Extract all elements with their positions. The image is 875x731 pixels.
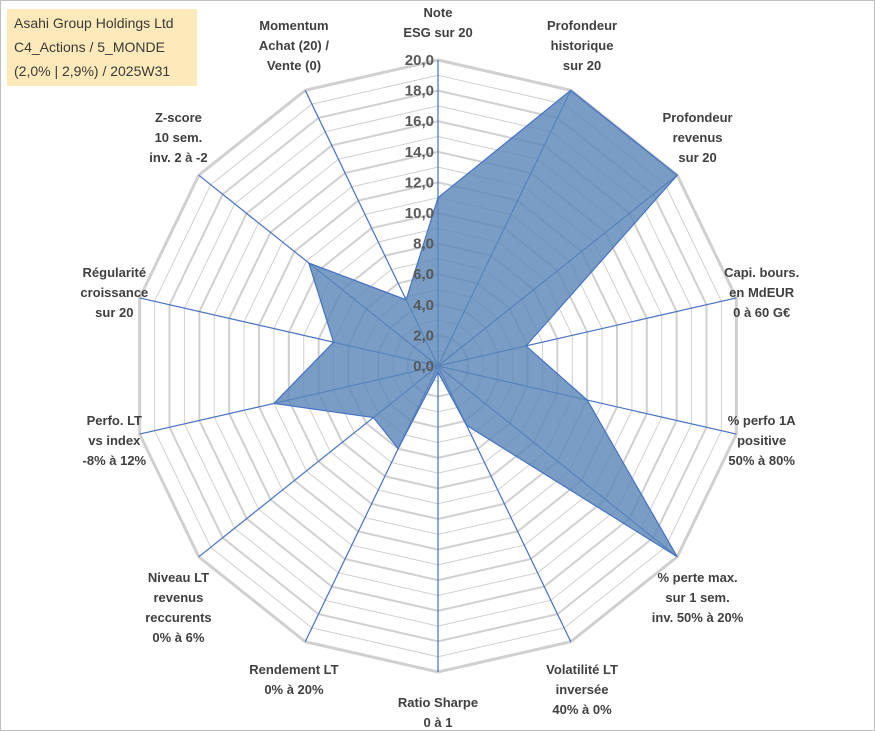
info-company-name: Asahi Group Holdings Ltd (14, 15, 174, 31)
radar-axis-labels: Note ESG sur 20 Profondeur historique sur 20… (80, 5, 799, 730)
axis-label: % perte max. sur 1 sem. inv. 50% à 20% (652, 570, 744, 625)
radar-series (272, 89, 679, 558)
tick-label: 14,0 (405, 144, 434, 161)
tick-label: 8,0 (413, 236, 434, 253)
chart-info-box: Asahi Group Holdings Ltd C4_Actions / 5_… (7, 9, 197, 86)
tick-label: 20,0 (405, 52, 434, 69)
tick-label: 0,0 (413, 358, 434, 375)
tick-label: 4,0 (413, 297, 434, 314)
info-category: C4_Actions / 5_MONDE (14, 39, 165, 55)
axis-label: Profondeur revenus sur 20 (663, 110, 733, 165)
axis-label: Rendement LT 0% à 20% (249, 662, 338, 697)
axis-label: % perfo 1A positive 50% à 80% (728, 413, 797, 468)
tick-label: 10,0 (405, 205, 434, 222)
tick-label: 6,0 (413, 266, 434, 283)
tick-label: 2,0 (413, 327, 434, 344)
axis-label: Volatilité LT inversée 40% à 0% (546, 662, 618, 717)
tick-label: 16,0 (405, 113, 434, 130)
axis-label: Régularité croissance sur 20 (80, 265, 148, 320)
axis-label: Profondeur historique sur 20 (547, 18, 617, 73)
axis-label: Ratio Sharpe 0 à 1 (398, 695, 478, 730)
tick-label: 18,0 (405, 83, 434, 100)
tick-label: 12,0 (405, 174, 434, 191)
radar-series-area (272, 89, 679, 558)
axis-label: Perfo. LT vs index -8% à 12% (83, 413, 147, 468)
axis-label: Z-score 10 sem. inv. 2 à -2 (149, 110, 207, 165)
info-period: (2,0% | 2,9%) / 2025W31 (14, 63, 171, 79)
axis-label: Capi. bours. en MdEUR 0 à 60 G€ (724, 265, 799, 320)
axis-label: Momentum Achat (20) / Vente (0) (259, 18, 329, 73)
axis-label: Note ESG sur 20 (403, 5, 472, 40)
axis-label: Niveau LT revenus reccurents 0% à 6% (145, 570, 211, 645)
radar-tick-labels: 0,0 2,0 4,0 6,0 8,0 10,0 12,0 14,0 16,0 18,0 20,0 (405, 52, 434, 375)
